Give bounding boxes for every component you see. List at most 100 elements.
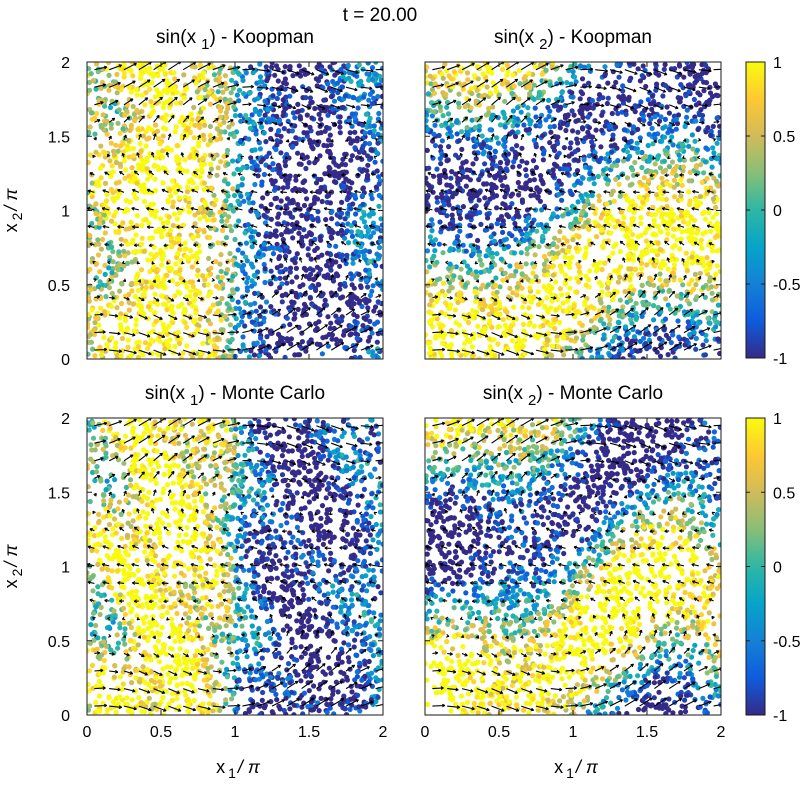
scatter-point: [101, 149, 107, 155]
scatter-point: [227, 223, 233, 229]
scatter-point: [702, 159, 709, 165]
scatter-point: [152, 254, 158, 260]
quiver-arrowhead: [318, 123, 323, 127]
scatter-point: [639, 282, 645, 289]
scatter-point: [489, 306, 495, 312]
scatter-point: [262, 266, 268, 272]
scatter-point: [534, 186, 540, 192]
panel-title-subscript: 2: [539, 36, 547, 53]
scatter-point: [479, 306, 485, 313]
panel-title-prefix: sin(x: [156, 27, 197, 48]
scatter-point: [181, 122, 187, 128]
scatter-point: [87, 351, 91, 357]
quiver-arrowhead: [251, 346, 256, 350]
scatter-point: [103, 294, 109, 300]
scatter-point: [337, 263, 343, 269]
scatter-point: [550, 167, 556, 173]
scatter-point: [241, 198, 247, 204]
scatter-point: [286, 229, 292, 235]
scatter-point: [365, 162, 371, 168]
scatter-point: [288, 341, 294, 347]
scatter-point: [166, 323, 172, 329]
scatter-point: [142, 102, 148, 108]
scatter-point: [352, 192, 358, 199]
scatter-point: [125, 207, 131, 213]
scatter-point: [464, 70, 471, 76]
scatter-point: [599, 289, 605, 295]
scatter-point: [674, 120, 681, 127]
scatter-point: [263, 233, 269, 239]
quiver-arrowhead: [174, 96, 178, 101]
scatter-point: [273, 146, 279, 153]
scatter-point: [717, 268, 721, 274]
scatter-point: [531, 137, 537, 143]
scatter-point: [120, 348, 126, 354]
scatter-point: [184, 127, 190, 133]
scatter-point: [355, 105, 361, 111]
scatter-point: [301, 307, 307, 313]
quiver-arrow: [138, 97, 149, 106]
scatter-point: [342, 216, 348, 222]
quiver-arrow: [330, 324, 343, 334]
scatter-point: [146, 125, 152, 131]
scatter-point: [448, 175, 454, 181]
quiver-arrow: [176, 226, 184, 228]
scatter-point: [351, 301, 357, 307]
scatter-point: [164, 294, 170, 300]
scatter-point: [147, 65, 153, 71]
y-axis-label: x2/ π: [1, 188, 25, 233]
scatter-point: [252, 97, 258, 103]
scatter-point: [567, 275, 573, 282]
quiver-arrowhead: [205, 224, 210, 229]
scatter-point: [449, 184, 455, 190]
scatter-point: [204, 82, 210, 88]
scatter-point: [146, 220, 152, 226]
quiver-arrow: [375, 330, 383, 334]
scatter-point: [674, 237, 680, 243]
scatter-point: [89, 180, 95, 186]
quiver-arrowhead: [129, 315, 134, 319]
scatter-point: [534, 228, 540, 234]
scatter-point: [324, 193, 330, 199]
quiver-arrowhead: [235, 83, 240, 87]
quiver-arrowhead: [336, 307, 341, 312]
scatter-point: [206, 89, 212, 95]
scatter-point: [109, 163, 115, 169]
scatter-point: [456, 91, 462, 97]
scatter-point: [439, 71, 445, 77]
scatter-point: [655, 223, 662, 230]
scatter-point: [630, 257, 636, 263]
scatter-point: [139, 222, 145, 229]
quiver-arrow: [301, 290, 308, 298]
scatter-point: [495, 324, 501, 330]
scatter-point: [318, 74, 324, 80]
scatter-point: [303, 348, 309, 354]
scatter-point: [295, 306, 301, 312]
scatter-point: [430, 189, 436, 195]
scatter-point: [207, 132, 213, 139]
quiver-arrowhead: [119, 171, 123, 175]
scatter-point: [619, 226, 625, 232]
scatter-point: [140, 133, 146, 139]
scatter-point: [380, 158, 383, 164]
scatter-point: [135, 344, 141, 350]
scatter-point: [259, 294, 265, 300]
quiver-arrowhead: [221, 331, 225, 336]
quiver-arrowhead: [298, 257, 303, 261]
quiver-arrow: [257, 104, 267, 107]
quiver-arrowhead: [284, 257, 288, 261]
scatter-point: [463, 183, 469, 189]
scatter-point: [629, 145, 635, 151]
quiver-arrow: [94, 348, 107, 351]
scatter-point: [348, 297, 354, 303]
scatter-point: [569, 254, 575, 260]
panel-title: sin(x 1) - Koopman: [156, 27, 314, 53]
quiver-arrow: [301, 69, 315, 76]
quiver-arrowhead: [207, 62, 211, 67]
scatter-point: [137, 141, 143, 147]
quiver-arrowhead: [144, 97, 149, 101]
scatter-point: [186, 255, 193, 261]
scatter-point: [208, 185, 214, 191]
scatter-point: [144, 82, 150, 88]
scatter-point: [153, 187, 159, 194]
